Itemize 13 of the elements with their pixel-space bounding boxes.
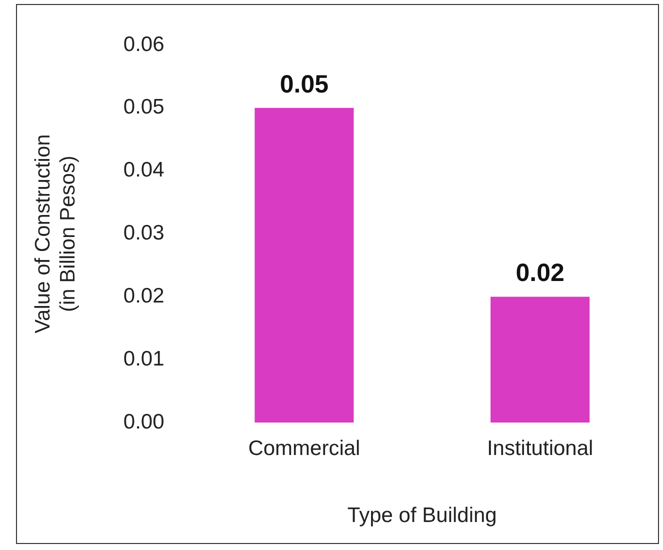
y-tick-label: 0.03 <box>123 222 164 245</box>
y-tick-label: 0.04 <box>123 158 165 182</box>
data-label: 0.05 <box>280 70 329 98</box>
x-axis-title: Type of Building <box>347 504 497 528</box>
x-tick-label: Commercial <box>248 436 360 460</box>
x-tick-label: Institutional <box>486 436 594 460</box>
y-tick-label: 0.01 <box>123 347 164 370</box>
y-tick-label: 0.06 <box>123 32 164 56</box>
y-tick-label: 0.05 <box>123 96 164 119</box>
data-label: 0.02 <box>516 259 564 288</box>
y-axis-title: Value of Construction (in Billion Pesos) <box>31 134 80 334</box>
y-tick-label: 0.00 <box>123 410 164 434</box>
y-tick-label: 0.02 <box>123 284 164 308</box>
